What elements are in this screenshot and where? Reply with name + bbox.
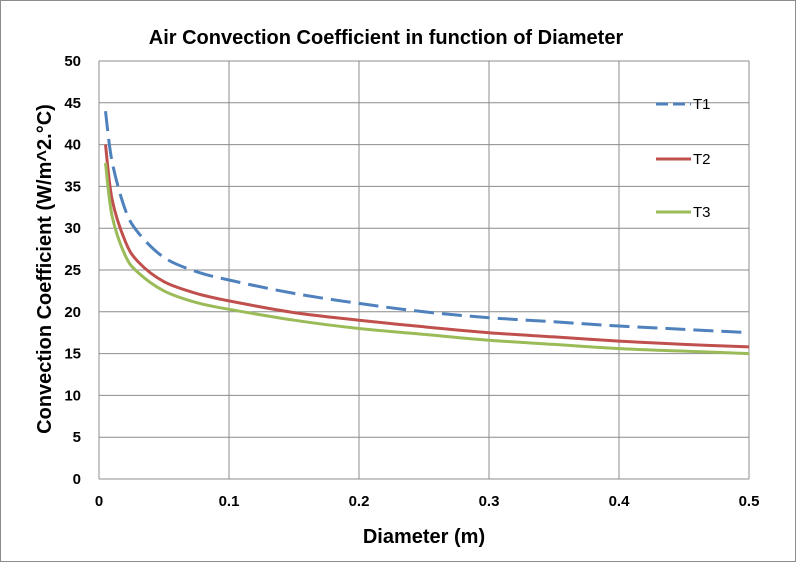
legend-label-t2: T2 xyxy=(693,151,711,168)
grid xyxy=(98,60,750,480)
y-tick-label: 30 xyxy=(64,220,81,237)
tick-labels: 0 5 10 15 20 25 30 35 40 45 50 0 0.1 0.2 0.3 0.4 0.5 xyxy=(64,53,759,510)
legend: T1 T2 T3 xyxy=(656,96,711,221)
y-tick-label: 20 xyxy=(64,304,81,321)
y-tick-label: 40 xyxy=(64,137,81,154)
legend-label-t3: T3 xyxy=(693,204,711,221)
chart-title: Air Convection Coefficient in function o… xyxy=(149,27,624,49)
x-tick-label: 0.2 xyxy=(349,493,370,510)
x-tick-label: 0.4 xyxy=(609,493,631,510)
y-tick-label: 10 xyxy=(64,387,81,404)
x-tick-label: 0 xyxy=(95,493,103,510)
y-tick-label: 15 xyxy=(64,346,81,363)
y-tick-label: 25 xyxy=(64,262,81,279)
legend-label-t1: T1 xyxy=(693,96,711,113)
y-tick-label: 0 xyxy=(73,471,81,488)
series-lines xyxy=(104,111,750,356)
y-axis-label: Convection Coefficient (W/m^2.°C) xyxy=(34,104,56,434)
x-tick-label: 0.3 xyxy=(479,493,500,510)
series-line-t1 xyxy=(104,111,750,335)
y-tick-label: 35 xyxy=(64,178,81,195)
x-axis-label: Diameter (m) xyxy=(363,526,485,548)
y-tick-label: 5 xyxy=(73,429,81,446)
series-line-t3 xyxy=(104,162,750,356)
y-tick-label: 45 xyxy=(64,95,81,112)
x-tick-label: 0.5 xyxy=(739,493,760,510)
x-tick-label: 0.1 xyxy=(219,493,240,510)
series-line-t2 xyxy=(104,144,750,349)
y-tick-label: 50 xyxy=(64,53,81,70)
